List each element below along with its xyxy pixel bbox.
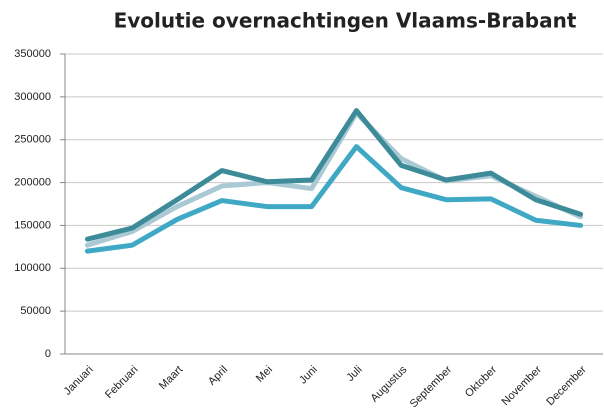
- x-tick-label: Februari: [103, 364, 140, 401]
- x-tick-label: September: [408, 363, 455, 410]
- x-tick-label: Maart: [157, 364, 185, 392]
- y-tick-label: 0: [45, 348, 51, 360]
- x-tick-label: Mei: [254, 364, 275, 385]
- chart-title: Evolutie overnachtingen Vlaams-Brabant: [114, 9, 577, 33]
- x-tick-label: Juni: [297, 364, 320, 387]
- x-tick-label: Augustus: [369, 363, 410, 404]
- x-tick-label: December: [544, 363, 589, 408]
- x-tick-label: Januari: [62, 364, 96, 398]
- x-tick-label: April: [206, 364, 230, 388]
- y-tick-label: 250000: [14, 134, 51, 146]
- series-line: [84, 144, 584, 254]
- x-tick-label: Juli: [344, 364, 364, 384]
- y-tick-label: 300000: [14, 91, 51, 103]
- x-tick-label: November: [500, 363, 545, 408]
- y-tick-label: 350000: [14, 48, 51, 60]
- x-tick-label: Oktober: [463, 363, 499, 399]
- series-line: [84, 108, 584, 242]
- y-tick-label: 50000: [20, 305, 51, 317]
- y-tick-label: 200000: [14, 176, 51, 188]
- y-tick-label: 100000: [14, 262, 51, 274]
- y-tick-label: 150000: [14, 219, 51, 231]
